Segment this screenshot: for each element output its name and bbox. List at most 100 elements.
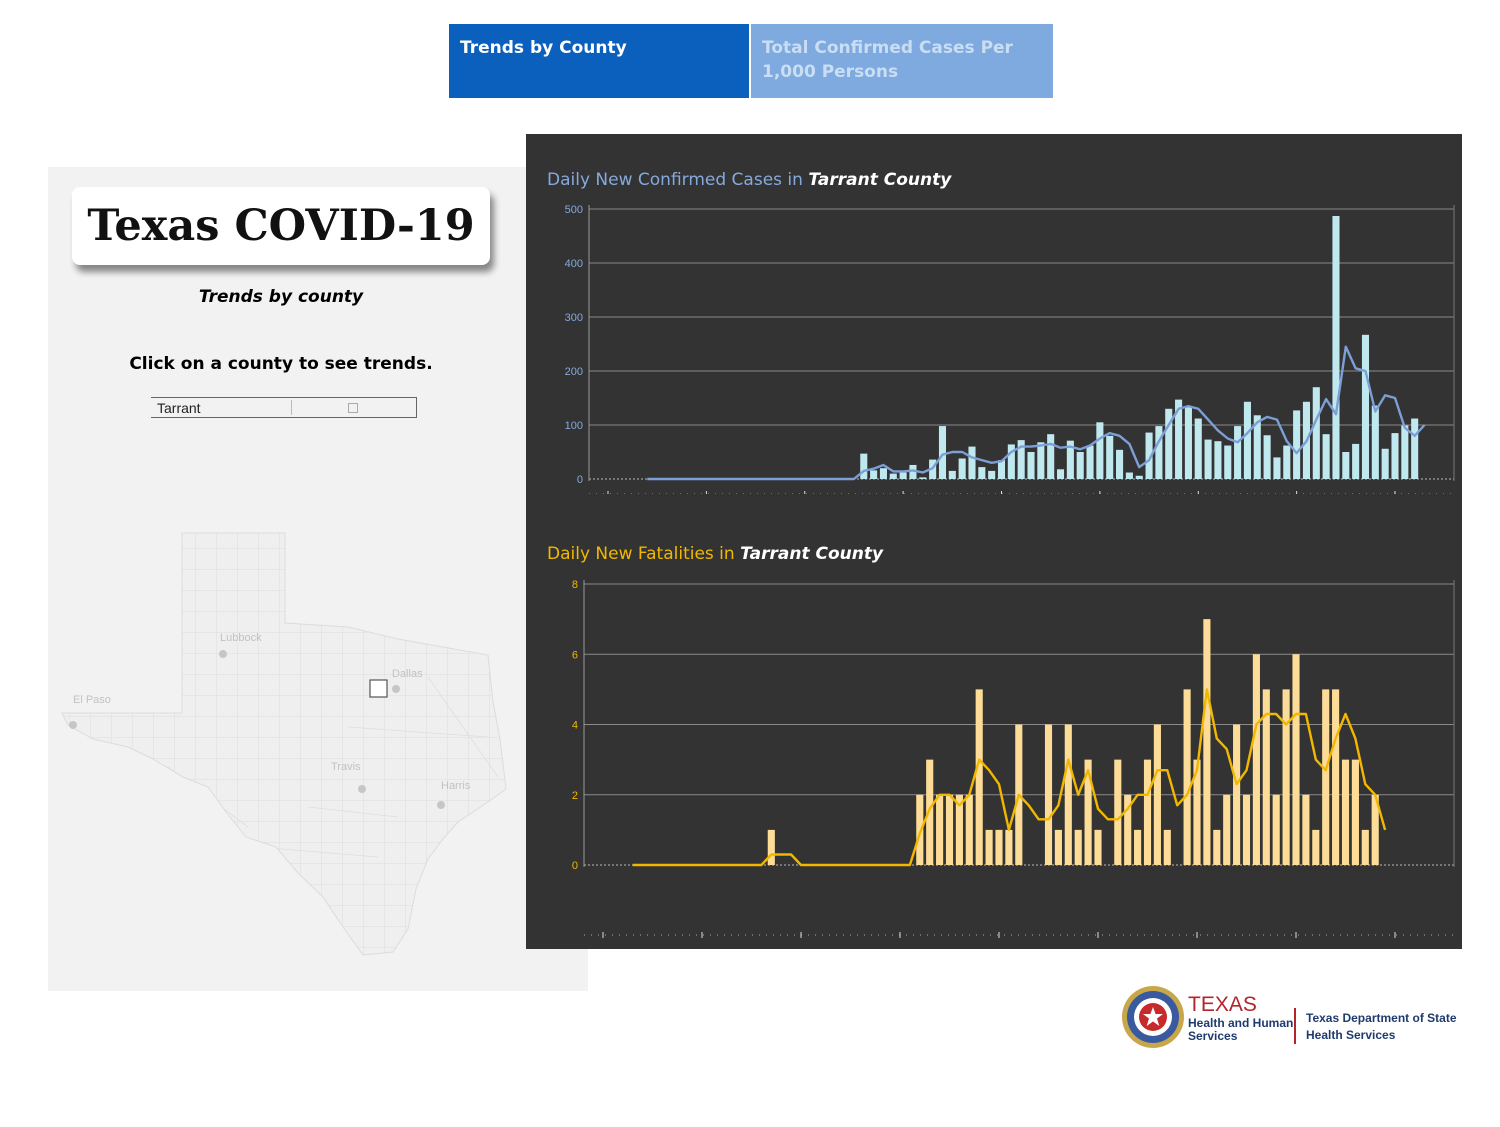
selected-county-tarrant[interactable] [369, 679, 388, 698]
logo-hhs-line1: Health and Human [1188, 1016, 1293, 1030]
deaths-bar [1282, 689, 1290, 865]
deaths-bar [1074, 829, 1082, 865]
cases-bar [958, 458, 966, 479]
logo-hhs-line2: Services [1188, 1029, 1238, 1043]
cases-bar [938, 426, 947, 479]
deaths-bar [1322, 689, 1330, 865]
city-dot-lubbock [219, 650, 227, 658]
deaths-bar [1252, 654, 1260, 865]
deaths-bar [1332, 689, 1340, 865]
deaths-bar [1361, 829, 1369, 865]
city-label-harris: Harris [441, 780, 471, 792]
cases-bar [1224, 445, 1232, 479]
cases-bar [860, 453, 868, 479]
deaths-bar [1143, 759, 1152, 865]
cases-bar [1391, 433, 1399, 479]
deaths-bar [1371, 794, 1379, 865]
texas-county-map[interactable]: Lubbock Dallas El Paso Travis Harris [48, 527, 518, 967]
deaths-bar [767, 829, 775, 865]
cases-bar [1381, 448, 1389, 479]
deaths-y-tick-label: 8 [572, 579, 578, 591]
deaths-bar [1203, 619, 1211, 865]
deaths-bar [945, 794, 954, 865]
cases-bar [889, 473, 897, 479]
city-label-dallas: Dallas [392, 668, 423, 680]
deaths-title-county: Tarrant County [740, 544, 884, 564]
logo-dshs-line2: Health Services [1306, 1028, 1396, 1042]
cases-bar [1175, 399, 1183, 479]
city-label-lubbock: Lubbock [220, 632, 262, 644]
cases-y-tick-label: 400 [565, 258, 583, 270]
deaths-bar [1213, 829, 1221, 865]
cases-bar [1273, 457, 1281, 479]
cases-bar [1027, 452, 1035, 479]
cases-bar [1155, 426, 1163, 479]
cases-bar [1214, 441, 1222, 479]
deaths-bar [955, 794, 963, 865]
deaths-bar [1094, 829, 1102, 865]
deaths-bar [1183, 689, 1191, 865]
city-label-travis: Travis [331, 761, 361, 773]
deaths-y-tick-label: 6 [572, 649, 578, 661]
cases-bar [1116, 449, 1124, 479]
cases-bar [1234, 426, 1242, 479]
cases-bar [1243, 401, 1251, 479]
deaths-bar [1114, 759, 1122, 865]
cases-bar [1125, 472, 1133, 479]
cases-bar [1194, 418, 1202, 479]
deaths-chart[interactable]: 02468Feb 28Mar 9Mar 19Mar 29Apr 8Apr 18A… [526, 568, 1462, 938]
cases-bar [997, 460, 1006, 479]
cases-y-tick-label: 100 [565, 420, 583, 432]
deaths-bar [1223, 794, 1231, 865]
cases-bar [1263, 435, 1271, 479]
deaths-bar [1272, 794, 1280, 865]
deaths-bar [1124, 794, 1132, 865]
cases-bar [1253, 415, 1261, 479]
deaths-bar [1064, 724, 1072, 865]
cases-bar [1106, 435, 1114, 479]
cases-bar [1342, 452, 1350, 479]
cases-bar [1056, 469, 1065, 479]
cases-chart-title: Daily New Confirmed Cases in Tarrant Cou… [547, 170, 951, 190]
cases-bar [1165, 408, 1173, 479]
cases-chart[interactable]: 0100200300400500Feb 28Mar 9Mar 19Mar 29A… [526, 194, 1462, 494]
cases-bar [1086, 445, 1094, 479]
cases-bar [1184, 406, 1192, 479]
cases-bar [1361, 334, 1370, 479]
logo-dshs-line1: Texas Department of State [1306, 1011, 1457, 1025]
cases-bar [1411, 418, 1419, 479]
tab-trends-by-county[interactable]: Trends by County [449, 24, 749, 98]
deaths-bar [1351, 759, 1359, 865]
instruction-text: Click on a county to see trends. [129, 354, 433, 374]
deaths-chart-title: Daily New Fatalities in Tarrant County [547, 544, 883, 564]
city-label-el-paso: El Paso [73, 694, 111, 706]
cases-bar [1096, 422, 1104, 479]
tab-cases-per-1000[interactable]: Total Confirmed Cases Per 1,000 Persons [751, 24, 1053, 98]
city-dot-dallas [392, 685, 400, 693]
cases-title-prefix: Daily New Confirmed Cases in [547, 170, 809, 190]
cases-bar [879, 468, 887, 479]
deaths-moving-average-line [632, 688, 1387, 867]
cases-bar [1204, 439, 1212, 479]
deaths-title-prefix: Daily New Fatalities in [547, 544, 741, 564]
cases-bar [1283, 445, 1291, 479]
cases-bar [1037, 442, 1045, 479]
cases-bar [978, 467, 986, 479]
deaths-bar [936, 794, 944, 865]
cases-bar [948, 470, 956, 479]
charts-panel: Daily New Confirmed Cases in Tarrant Cou… [526, 134, 1462, 949]
deaths-bar [1242, 794, 1251, 865]
cases-bar [919, 477, 927, 479]
county-dropdown[interactable]: Tarrant [151, 397, 417, 418]
cases-bar [1135, 475, 1143, 479]
dropdown-arrow-icon[interactable] [348, 403, 358, 413]
cases-bar [1332, 216, 1340, 479]
deaths-bar [1153, 724, 1161, 865]
deaths-bar [1233, 724, 1241, 865]
cases-moving-average-line [647, 345, 1426, 481]
cases-bar [1371, 405, 1379, 479]
deaths-bar [1084, 759, 1092, 865]
cases-bar [870, 470, 878, 479]
cases-bar [1322, 434, 1330, 479]
cases-bar [1047, 434, 1055, 479]
